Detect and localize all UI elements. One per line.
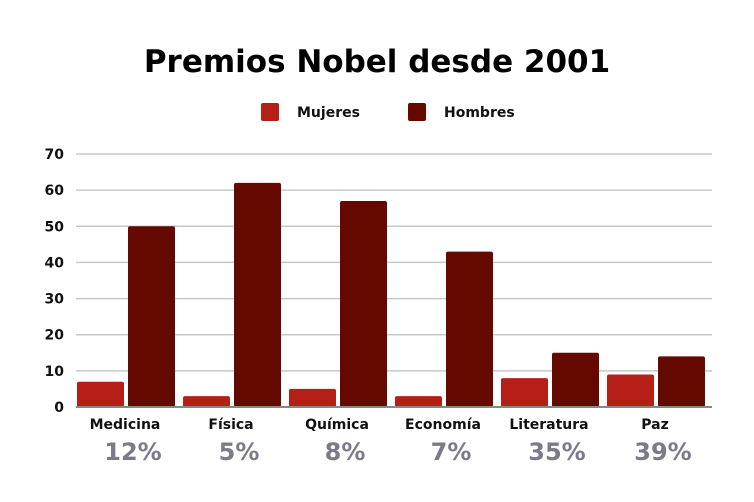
y-tick-label: 50 <box>45 219 65 235</box>
chart-title: Premios Nobel desde 2001 <box>144 44 610 80</box>
bar-hombres <box>446 251 493 407</box>
x-tick-label: Paz <box>641 417 668 433</box>
percentage-annotation: 35% <box>528 438 585 466</box>
percentage-annotation: 7% <box>431 438 472 466</box>
legend-swatch-hombres <box>408 103 426 121</box>
legend-label-mujeres: Mujeres <box>297 105 360 121</box>
y-tick-label: 60 <box>45 183 65 199</box>
percentage-annotation: 8% <box>325 438 366 466</box>
y-tick-label: 20 <box>45 328 65 344</box>
x-tick-label: Literatura <box>509 417 588 433</box>
y-tick-label: 30 <box>45 292 65 308</box>
bar-mujeres <box>183 396 230 407</box>
bar-hombres <box>552 352 599 407</box>
bar-hombres <box>658 356 705 407</box>
x-tick-label: Química <box>305 417 369 433</box>
percentage-annotation: 39% <box>634 438 691 466</box>
bar-mujeres <box>501 378 548 407</box>
y-tick-label: 70 <box>45 147 65 163</box>
y-tick-label: 10 <box>45 364 65 380</box>
legend-label-hombres: Hombres <box>444 105 515 121</box>
x-tick-label: Medicina <box>90 417 161 433</box>
percentage-annotation: 5% <box>219 438 260 466</box>
percentage-annotation: 12% <box>104 438 161 466</box>
bar-mujeres <box>77 381 124 407</box>
bar-mujeres <box>289 388 336 407</box>
bar-hombres <box>128 226 175 407</box>
y-tick-label: 0 <box>54 400 64 416</box>
bar-hombres <box>340 200 387 407</box>
x-tick-label: Física <box>208 417 253 433</box>
bar-hombres <box>234 182 281 407</box>
y-tick-label: 40 <box>45 255 65 271</box>
bar-mujeres <box>607 374 654 407</box>
legend-swatch-mujeres <box>261 103 279 121</box>
x-tick-label: Economía <box>405 417 481 433</box>
bar-mujeres <box>395 396 442 407</box>
